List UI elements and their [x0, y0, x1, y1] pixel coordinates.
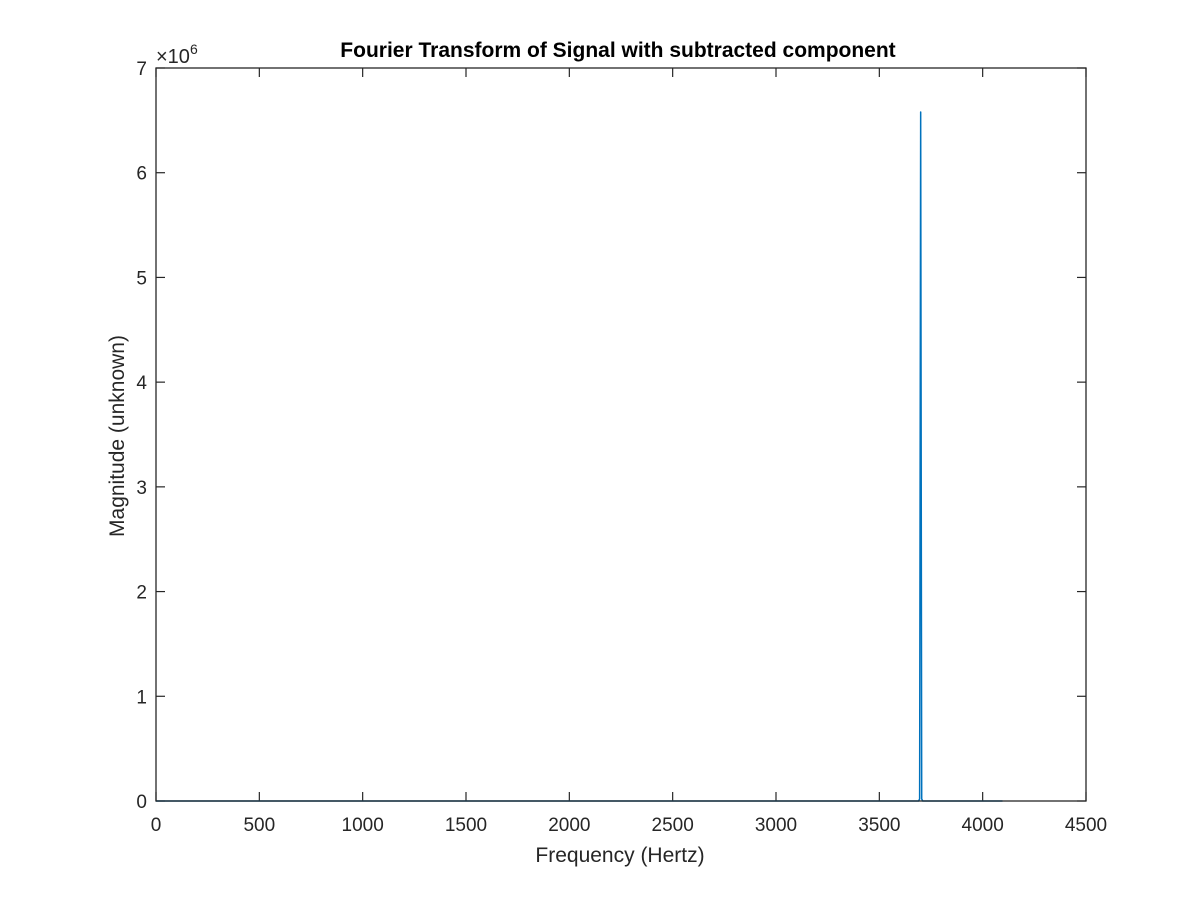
x-tick-label: 4500 [1065, 815, 1107, 836]
x-tick-label: 3500 [858, 815, 900, 836]
y-exponent-base: ×10 [156, 46, 190, 68]
axes-box [155, 67, 1087, 802]
x-tick-label: 2500 [652, 815, 694, 836]
y-axis-tick-labels: 0 1 2 3 4 5 6 7 [136, 59, 147, 813]
x-axis-tick-labels: 0 500 1000 1500 2000 2500 3000 3500 4000 4500 [151, 815, 1107, 836]
y-tick-label: 5 [136, 268, 147, 289]
plot-area [156, 68, 1086, 801]
y-tick-label: 7 [136, 59, 147, 80]
x-tick-label: 3000 [755, 815, 797, 836]
y-tick-label: 0 [136, 792, 147, 813]
y-axis-exponent-label: ×106 [156, 41, 198, 68]
chart-title: Fourier Transform of Signal with subtrac… [340, 39, 895, 62]
y-tick-label: 2 [136, 583, 147, 604]
y-exponent-power: 6 [190, 41, 198, 57]
y-tick-label: 6 [136, 164, 147, 185]
y-tick-label: 4 [136, 373, 147, 394]
y-axis-label: Magnitude (unknown) [106, 335, 129, 537]
y-tick-label: 3 [136, 478, 147, 499]
y-tick-label: 1 [136, 687, 147, 708]
x-tick-label: 1000 [342, 815, 384, 836]
x-tick-label: 0 [151, 815, 162, 836]
x-tick-label: 1500 [445, 815, 487, 836]
x-tick-label: 4000 [962, 815, 1004, 836]
x-tick-label: 2000 [548, 815, 590, 836]
x-axis-label: Frequency (Hertz) [535, 844, 704, 867]
x-tick-label: 500 [243, 815, 275, 836]
